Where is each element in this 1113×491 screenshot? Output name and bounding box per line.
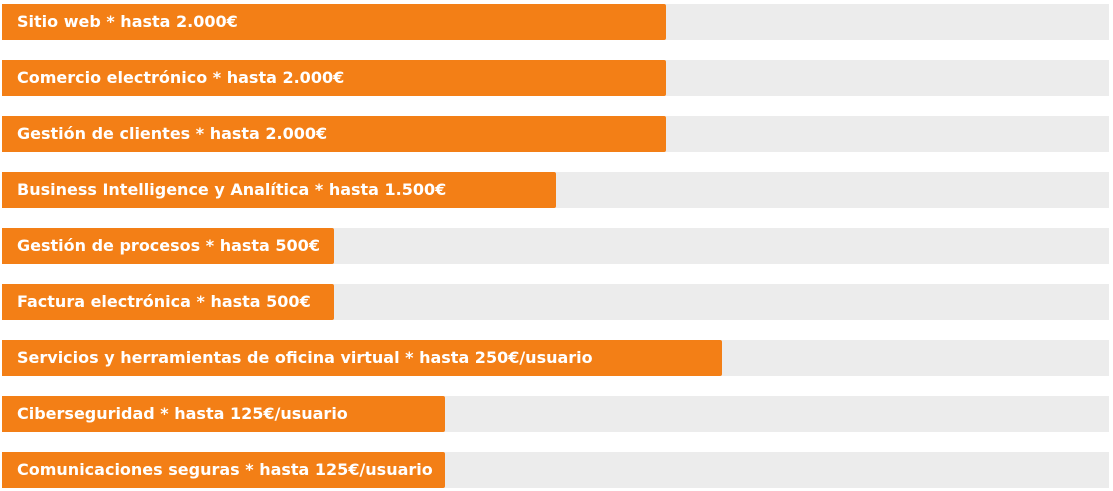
bar-track: Gestión de clientes * hasta 2.000€	[2, 116, 1109, 152]
bar: Gestión de clientes * hasta 2.000€	[2, 116, 666, 152]
bar-chart: Sitio web * hasta 2.000€ Comercio electró…	[2, 4, 1109, 488]
bar-label: Gestión de clientes * hasta 2.000€	[17, 124, 328, 143]
bar: Gestión de procesos * hasta 500€	[2, 228, 334, 264]
bar-track: Comercio electrónico * hasta 2.000€	[2, 60, 1109, 96]
bar: Ciberseguridad * hasta 125€/usuario	[2, 396, 445, 432]
bar-label: Factura electrónica * hasta 500€	[17, 292, 311, 311]
bar-label: Ciberseguridad * hasta 125€/usuario	[17, 404, 348, 423]
bar-track: Business Intelligence y Analítica * hast…	[2, 172, 1109, 208]
bar: Business Intelligence y Analítica * hast…	[2, 172, 556, 208]
bar: Comercio electrónico * hasta 2.000€	[2, 60, 666, 96]
bar-label: Sitio web * hasta 2.000€	[17, 12, 238, 31]
bar: Sitio web * hasta 2.000€	[2, 4, 666, 40]
bar: Comunicaciones seguras * hasta 125€/usua…	[2, 452, 445, 488]
bar-track: Servicios y herramientas de oficina virt…	[2, 340, 1109, 376]
bar-track: Ciberseguridad * hasta 125€/usuario	[2, 396, 1109, 432]
bar-track: Sitio web * hasta 2.000€	[2, 4, 1109, 40]
bar-track: Gestión de procesos * hasta 500€	[2, 228, 1109, 264]
bar-label: Comercio electrónico * hasta 2.000€	[17, 68, 345, 87]
bar-label: Servicios y herramientas de oficina virt…	[17, 348, 593, 367]
bar-label: Gestión de procesos * hasta 500€	[17, 236, 320, 255]
bar-track: Factura electrónica * hasta 500€	[2, 284, 1109, 320]
bar: Factura electrónica * hasta 500€	[2, 284, 334, 320]
bar-track: Comunicaciones seguras * hasta 125€/usua…	[2, 452, 1109, 488]
bar-label: Comunicaciones seguras * hasta 125€/usua…	[17, 460, 433, 479]
bar: Servicios y herramientas de oficina virt…	[2, 340, 722, 376]
bar-label: Business Intelligence y Analítica * hast…	[17, 180, 447, 199]
